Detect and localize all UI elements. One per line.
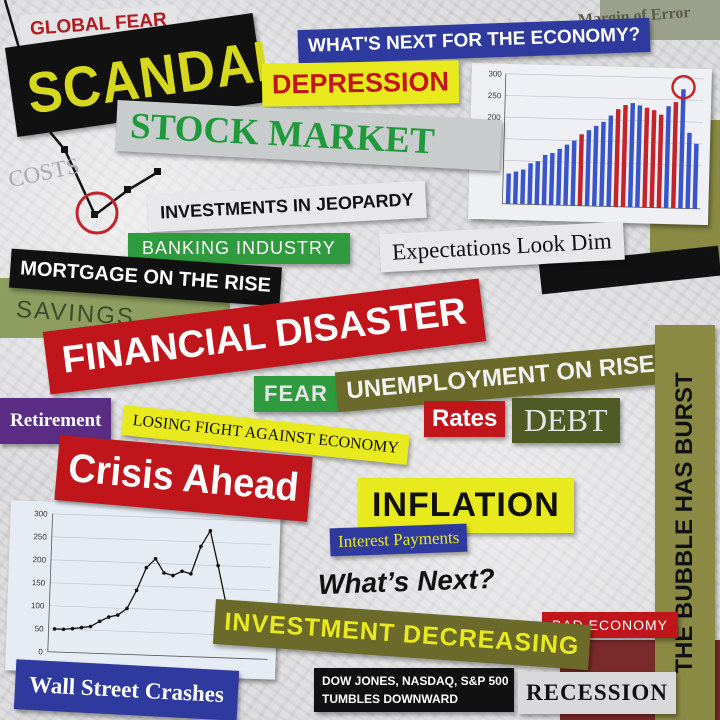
headline-whats-next: What’s Next? <box>317 562 496 601</box>
bar-chart-bar <box>656 114 664 208</box>
line-chart-y-tick: 300 <box>34 509 48 518</box>
bar-chart-bar <box>556 148 562 206</box>
headline-fear: FEAR <box>254 376 338 412</box>
line-chart-point <box>52 627 57 631</box>
line-chart-y-tick: 0 <box>38 647 43 656</box>
headline-whats-next-economy: WHAT'S NEXT FOR THE ECONOMY? <box>297 17 651 65</box>
line-chart-point <box>199 544 203 549</box>
bar-chart-bar <box>692 143 699 209</box>
bar-chart-gridline <box>505 95 704 101</box>
line-chart-point <box>134 588 139 593</box>
bar-chart-bar <box>613 109 621 207</box>
headline-investments-jeopardy: INVESTMENTS IN JEOPARDY <box>147 180 427 233</box>
line-chart-point <box>97 619 102 624</box>
bar-chart-bar <box>620 105 628 207</box>
line-chart-point <box>189 572 193 576</box>
headline-retirement: Retirement <box>0 398 112 444</box>
line-chart-y-tick: 150 <box>32 578 46 587</box>
line-chart-point <box>153 557 158 561</box>
bar-chart-bar <box>591 125 599 207</box>
bar-chart-gridline <box>504 116 703 123</box>
line-chart-y-tick: 250 <box>33 532 47 541</box>
headline-rates: Rates <box>424 401 506 437</box>
bar-chart-bar <box>563 144 570 206</box>
bar-chart-bar <box>670 102 679 209</box>
line-chart-point <box>171 573 175 578</box>
bar-chart-gridline <box>505 73 704 80</box>
headline-interest-payments: Interest Payments <box>329 523 468 557</box>
line-chart-point <box>88 624 93 629</box>
bar-chart-bar <box>685 132 692 209</box>
line-chart-y-tick: 100 <box>31 601 45 610</box>
headline-dow-jones: DOW JONES, NASDAQ, S&P 500 TUMBLES DOWNW… <box>314 668 514 712</box>
bar-chart-y-tick: 200 <box>487 113 501 122</box>
line-chart-point <box>79 625 84 630</box>
bar-chart-bar <box>642 107 650 208</box>
headline-bubble: THE BUBBLE HAS BURST <box>655 325 715 720</box>
headline-dow-jones-line2: TUMBLES DOWNWARD <box>322 692 458 706</box>
bar-chart-bar <box>577 134 584 206</box>
bar-chart-bar <box>584 130 592 207</box>
headline-debt: DEBT <box>512 398 620 443</box>
bar-chart-bar <box>606 115 614 207</box>
line-chart-y-tick: 200 <box>32 555 46 564</box>
headline-dow-jones-line1: DOW JONES, NASDAQ, S&P 500 <box>322 674 509 688</box>
line-chart: 300 250 200 150 100 50 0 <box>31 509 273 660</box>
line-chart-gridline <box>50 559 271 568</box>
line-chart-point <box>125 606 129 611</box>
headline-recession: RECESSION <box>518 672 676 714</box>
bar-chart-bar <box>548 152 555 206</box>
line-chart-point <box>162 571 166 575</box>
line-chart-point <box>180 569 184 574</box>
line-chart-point <box>116 613 120 617</box>
bar-chart-bar <box>541 154 548 205</box>
bar-chart-bar <box>505 173 512 204</box>
line-chart-point <box>70 626 75 631</box>
line-chart-gridline <box>50 582 271 591</box>
headline-wall-street: Wall Street Crashes <box>13 659 240 720</box>
bar-chart-bar <box>527 163 533 205</box>
line-chart-clipping: 300 250 200 150 100 50 0 <box>5 500 281 680</box>
bar-chart-bar <box>520 169 526 205</box>
line-chart-point <box>61 627 66 632</box>
line-chart-point <box>106 615 111 619</box>
bar-chart-y-tick: 250 <box>488 91 502 100</box>
line-chart-gridline <box>52 513 273 522</box>
bar-chart-bar <box>635 105 643 208</box>
bar-chart-bar <box>627 103 636 208</box>
bar-chart-peak-circle <box>671 75 696 100</box>
line-chart-y-tick: 50 <box>35 624 45 633</box>
line-chart-point <box>144 565 149 570</box>
bar-chart-y-tick: 300 <box>488 69 502 78</box>
bar-chart-bar <box>649 110 657 208</box>
bar-chart-bar <box>599 121 606 207</box>
bar-chart-bar <box>534 161 541 205</box>
bar-chart-bar <box>663 106 671 209</box>
headline-depression: DEPRESSION <box>261 60 460 107</box>
line-chart-point <box>208 529 213 533</box>
bar-chart-bar <box>570 140 577 206</box>
headline-banking-industry: BANKING INDUSTRY <box>128 233 350 264</box>
line-chart-point <box>216 563 220 568</box>
bar-chart-bar <box>678 89 686 209</box>
line-chart-gridline <box>51 536 272 545</box>
bar-chart-bar <box>512 171 519 205</box>
